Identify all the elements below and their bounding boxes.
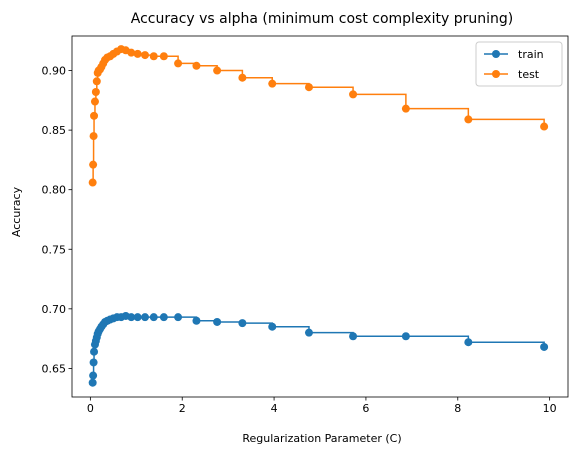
y-tick-label: 0.70 <box>42 303 67 316</box>
y-tick-label: 0.80 <box>42 184 67 197</box>
data-point-test <box>91 87 100 96</box>
legend-label-train: train <box>518 48 544 61</box>
data-point-test <box>92 77 101 86</box>
y-tick-label: 0.90 <box>42 65 67 78</box>
y-axis-label: Accuracy <box>10 186 23 237</box>
legend-label-test: test <box>518 68 540 81</box>
data-point-test <box>159 52 168 61</box>
series-test <box>88 45 549 187</box>
data-point-train <box>192 316 201 325</box>
plot-frame <box>71 35 569 398</box>
data-point-train <box>401 332 410 341</box>
data-point-test <box>213 66 222 75</box>
data-point-test <box>133 49 142 58</box>
chart-title: Accuracy vs alpha (minimum cost complexi… <box>131 11 513 27</box>
data-point-train <box>88 378 97 387</box>
data-point-train <box>89 371 98 380</box>
data-point-train <box>174 313 183 322</box>
data-point-train <box>90 347 99 356</box>
data-point-test <box>238 73 247 82</box>
x-tick-label: 0 <box>87 402 94 415</box>
plot-area <box>72 36 568 397</box>
x-axis-ticks: 0 2 4 6 8 10 <box>87 397 557 415</box>
data-point-test <box>88 178 97 187</box>
legend: train test <box>475 41 563 87</box>
data-point-test <box>127 48 136 57</box>
x-axis-label: Regularization Parameter (C) <box>242 432 401 445</box>
data-point-train <box>238 319 247 328</box>
data-point-test <box>90 111 99 120</box>
data-point-train <box>127 313 136 322</box>
data-point-test <box>192 61 201 70</box>
series-layer <box>88 45 549 387</box>
data-point-train <box>540 342 549 351</box>
data-point-test <box>89 160 98 169</box>
data-point-train <box>213 317 222 326</box>
x-tick-label: 10 <box>543 402 557 415</box>
data-point-train <box>141 313 150 322</box>
data-point-train <box>149 313 158 322</box>
data-point-test <box>268 79 277 88</box>
data-point-train <box>349 332 358 341</box>
data-point-test <box>89 132 98 141</box>
legend-swatch-marker <box>492 50 500 58</box>
data-point-train <box>159 313 168 322</box>
data-point-train <box>89 358 98 367</box>
y-axis-ticks: 0.65 0.70 0.75 0.80 0.85 0.90 <box>42 65 72 375</box>
y-tick-label: 0.75 <box>42 243 67 256</box>
x-tick-label: 2 <box>179 402 186 415</box>
data-point-test <box>141 51 150 60</box>
data-point-test <box>349 90 358 99</box>
series-train <box>88 311 549 387</box>
legend-swatch-marker <box>492 70 500 78</box>
data-point-train <box>268 322 277 331</box>
data-point-test <box>304 83 313 92</box>
y-tick-label: 0.85 <box>42 124 67 137</box>
x-tick-label: 6 <box>362 402 369 415</box>
data-point-test <box>464 115 473 124</box>
data-point-test <box>174 59 183 68</box>
data-point-test <box>401 104 410 113</box>
data-point-test <box>149 52 158 61</box>
data-point-train <box>464 338 473 347</box>
data-point-test <box>90 97 99 106</box>
data-point-train <box>304 328 313 337</box>
x-tick-label: 4 <box>271 402 278 415</box>
data-point-test <box>540 122 549 131</box>
y-tick-label: 0.65 <box>42 362 67 375</box>
x-tick-label: 8 <box>454 402 461 415</box>
data-point-train <box>133 313 142 322</box>
